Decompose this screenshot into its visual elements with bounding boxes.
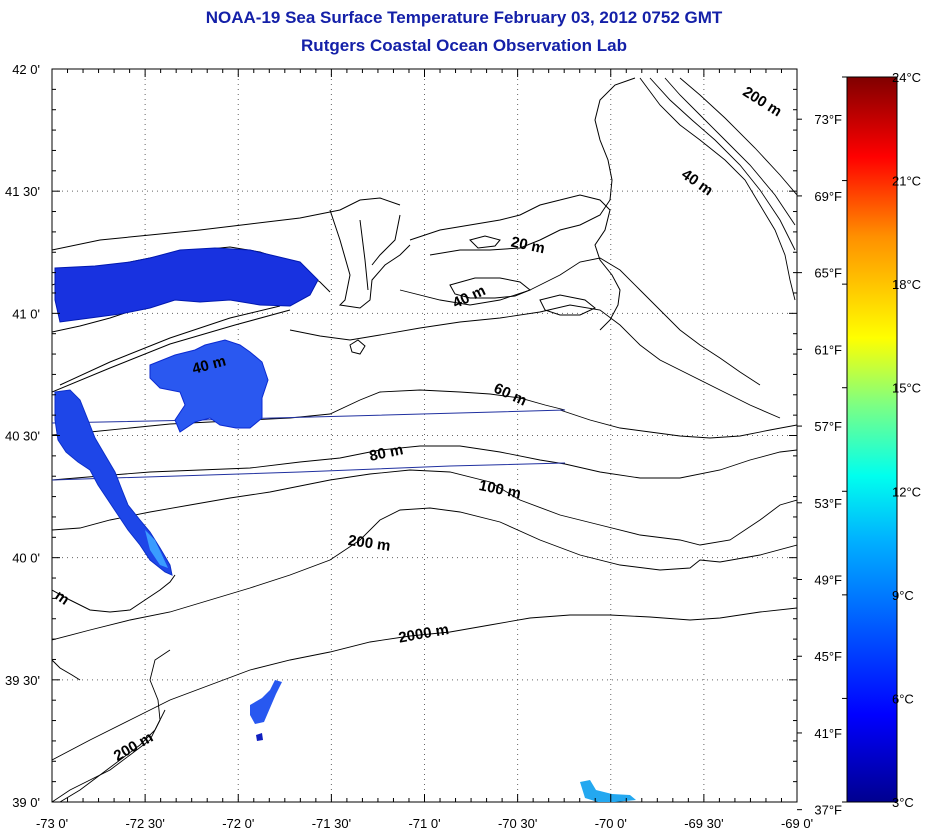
colorbar-fahrenheit-label: 61°F bbox=[814, 342, 842, 357]
colorbar-celsius-label: 18°C bbox=[892, 277, 921, 292]
lat-tick-label: 41 0' bbox=[12, 306, 40, 321]
bathymetry-contours bbox=[52, 77, 797, 802]
colorbar bbox=[846, 76, 898, 803]
contour-label: 20 m bbox=[509, 234, 546, 258]
lon-tick-label: -70 0' bbox=[595, 816, 627, 831]
colorbar-fahrenheit-label: 53°F bbox=[814, 496, 842, 511]
colorbar-fahrenheit-label: 49°F bbox=[814, 573, 842, 588]
lon-tick-label: -70 30' bbox=[498, 816, 537, 831]
lat-tick-label: 39 0' bbox=[12, 795, 40, 810]
colorbar-fahrenheit-labels: 73°F 69°F 65°F 61°F 57°F 53°F 49°F 45°F 41°F 37°F bbox=[797, 112, 842, 818]
map-title: NOAA-19 Sea Surface Temperature February… bbox=[205, 8, 723, 27]
lat-tick-label: 40 0' bbox=[12, 551, 40, 566]
lat-tick-label: 41 30' bbox=[5, 184, 40, 199]
contour-label: 80 m bbox=[368, 441, 405, 465]
colorbar-fahrenheit-label: 45°F bbox=[814, 649, 842, 664]
colorbar-celsius-label: 24°C bbox=[892, 70, 921, 85]
lon-tick-label: -69 0' bbox=[781, 816, 813, 831]
lat-tick-label: 42 0' bbox=[12, 62, 40, 77]
colorbar-celsius-label: 9°C bbox=[892, 588, 914, 603]
longitude-axis: -73 0' -72 30' -72 0' -71 30' -71 0' -70 30' -… bbox=[36, 69, 813, 831]
lon-tick-label: -69 30' bbox=[684, 816, 723, 831]
colorbar-fahrenheit-label: 57°F bbox=[814, 419, 842, 434]
colorbar-celsius-label: 21°C bbox=[892, 174, 921, 189]
grid-lines bbox=[52, 69, 797, 802]
lat-tick-label: 40 30' bbox=[5, 429, 40, 444]
colorbar-celsius-label: 3°C bbox=[892, 795, 914, 810]
map-subtitle: Rutgers Coastal Ocean Observation Lab bbox=[301, 36, 627, 55]
lon-tick-label: -73 0' bbox=[36, 816, 68, 831]
contour-label: 200 m bbox=[347, 532, 391, 555]
colorbar-fahrenheit-label: 65°F bbox=[814, 266, 842, 281]
colorbar-fahrenheit-label: 69°F bbox=[814, 189, 842, 204]
colorbar-fahrenheit-label: 37°F bbox=[814, 803, 842, 818]
latitude-axis: 42 0' 41 30' 41 0' 40 30' 40 0' 39 30' 39 0' bbox=[5, 62, 797, 810]
sst-data-pixels bbox=[54, 247, 636, 802]
colorbar-celsius-labels: 24°C 21°C 18°C 15°C 12°C 9°C 6°C 3°C bbox=[842, 70, 921, 810]
colorbar-celsius-label: 6°C bbox=[892, 691, 914, 706]
colorbar-celsius-label: 15°C bbox=[892, 381, 921, 396]
lon-tick-label: -72 0' bbox=[222, 816, 254, 831]
lon-tick-label: -71 0' bbox=[408, 816, 440, 831]
colorbar-fahrenheit-label: 73°F bbox=[814, 112, 842, 127]
colorbar-fahrenheit-label: 41°F bbox=[814, 726, 842, 741]
lon-tick-label: -71 30' bbox=[312, 816, 351, 831]
colorbar-celsius-label: 12°C bbox=[892, 484, 921, 499]
lon-tick-label: -72 30' bbox=[125, 816, 164, 831]
lat-tick-label: 39 30' bbox=[5, 673, 40, 688]
